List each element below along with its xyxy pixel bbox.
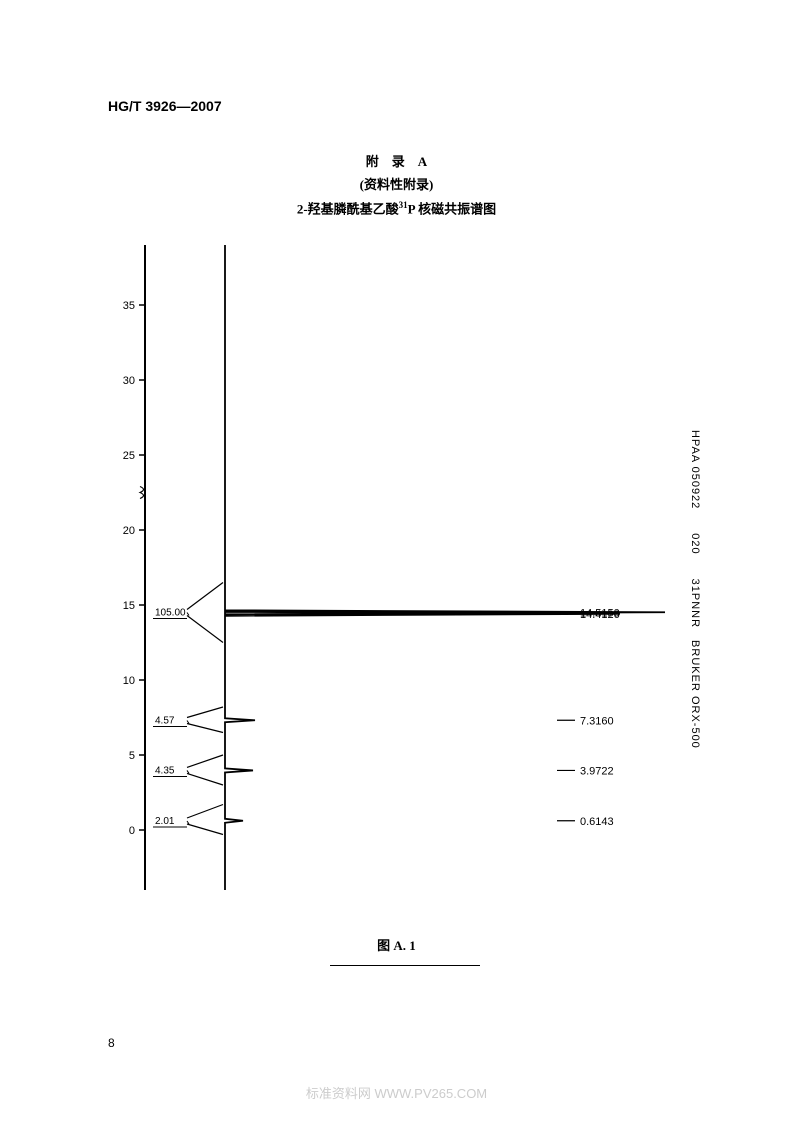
page-number: 8 <box>108 1036 115 1050</box>
svg-text:2.01: 2.01 <box>155 816 175 827</box>
svg-text:0: 0 <box>129 825 135 837</box>
standard-code-header: HG/T 3926—2007 <box>108 98 222 114</box>
svg-text:15: 15 <box>123 600 135 612</box>
figure-caption: 图 A. 1 <box>0 935 793 954</box>
svg-text:0.6143: 0.6143 <box>580 816 614 828</box>
svg-text:3.9722: 3.9722 <box>580 765 614 777</box>
svg-text:7.3160: 7.3160 <box>580 715 614 727</box>
caption-underline <box>330 965 480 966</box>
spectrum-svg: 3530252015105014.515014.41267.31603.9722… <box>110 240 670 910</box>
svg-text:105.00: 105.00 <box>155 608 186 619</box>
appendix-label: 附 录 A <box>0 150 793 173</box>
watermark: 标准资料网 WWW.PV265.COM <box>0 1083 793 1102</box>
instrument-label: HPAA 050922 020 31PNNR BRUKER ORX-500 <box>687 430 703 749</box>
svg-text:14.4126: 14.4126 <box>580 609 620 621</box>
svg-text:5: 5 <box>129 750 135 762</box>
appendix-main-title: 2-羟基膦酰基乙酸31P 核磁共振谱图 <box>0 197 793 221</box>
svg-text:4.35: 4.35 <box>155 765 175 776</box>
appendix-type: (资料性附录) <box>0 173 793 196</box>
svg-text:20: 20 <box>123 525 135 537</box>
svg-text:35: 35 <box>123 300 135 312</box>
nmr-spectrum: 3530252015105014.515014.41267.31603.9722… <box>110 240 670 910</box>
svg-text:4.57: 4.57 <box>155 716 175 727</box>
svg-text:25: 25 <box>123 450 135 462</box>
appendix-title-block: 附 录 A (资料性附录) 2-羟基膦酰基乙酸31P 核磁共振谱图 <box>0 150 793 221</box>
svg-text:10: 10 <box>123 675 135 687</box>
svg-text:30: 30 <box>123 375 135 387</box>
